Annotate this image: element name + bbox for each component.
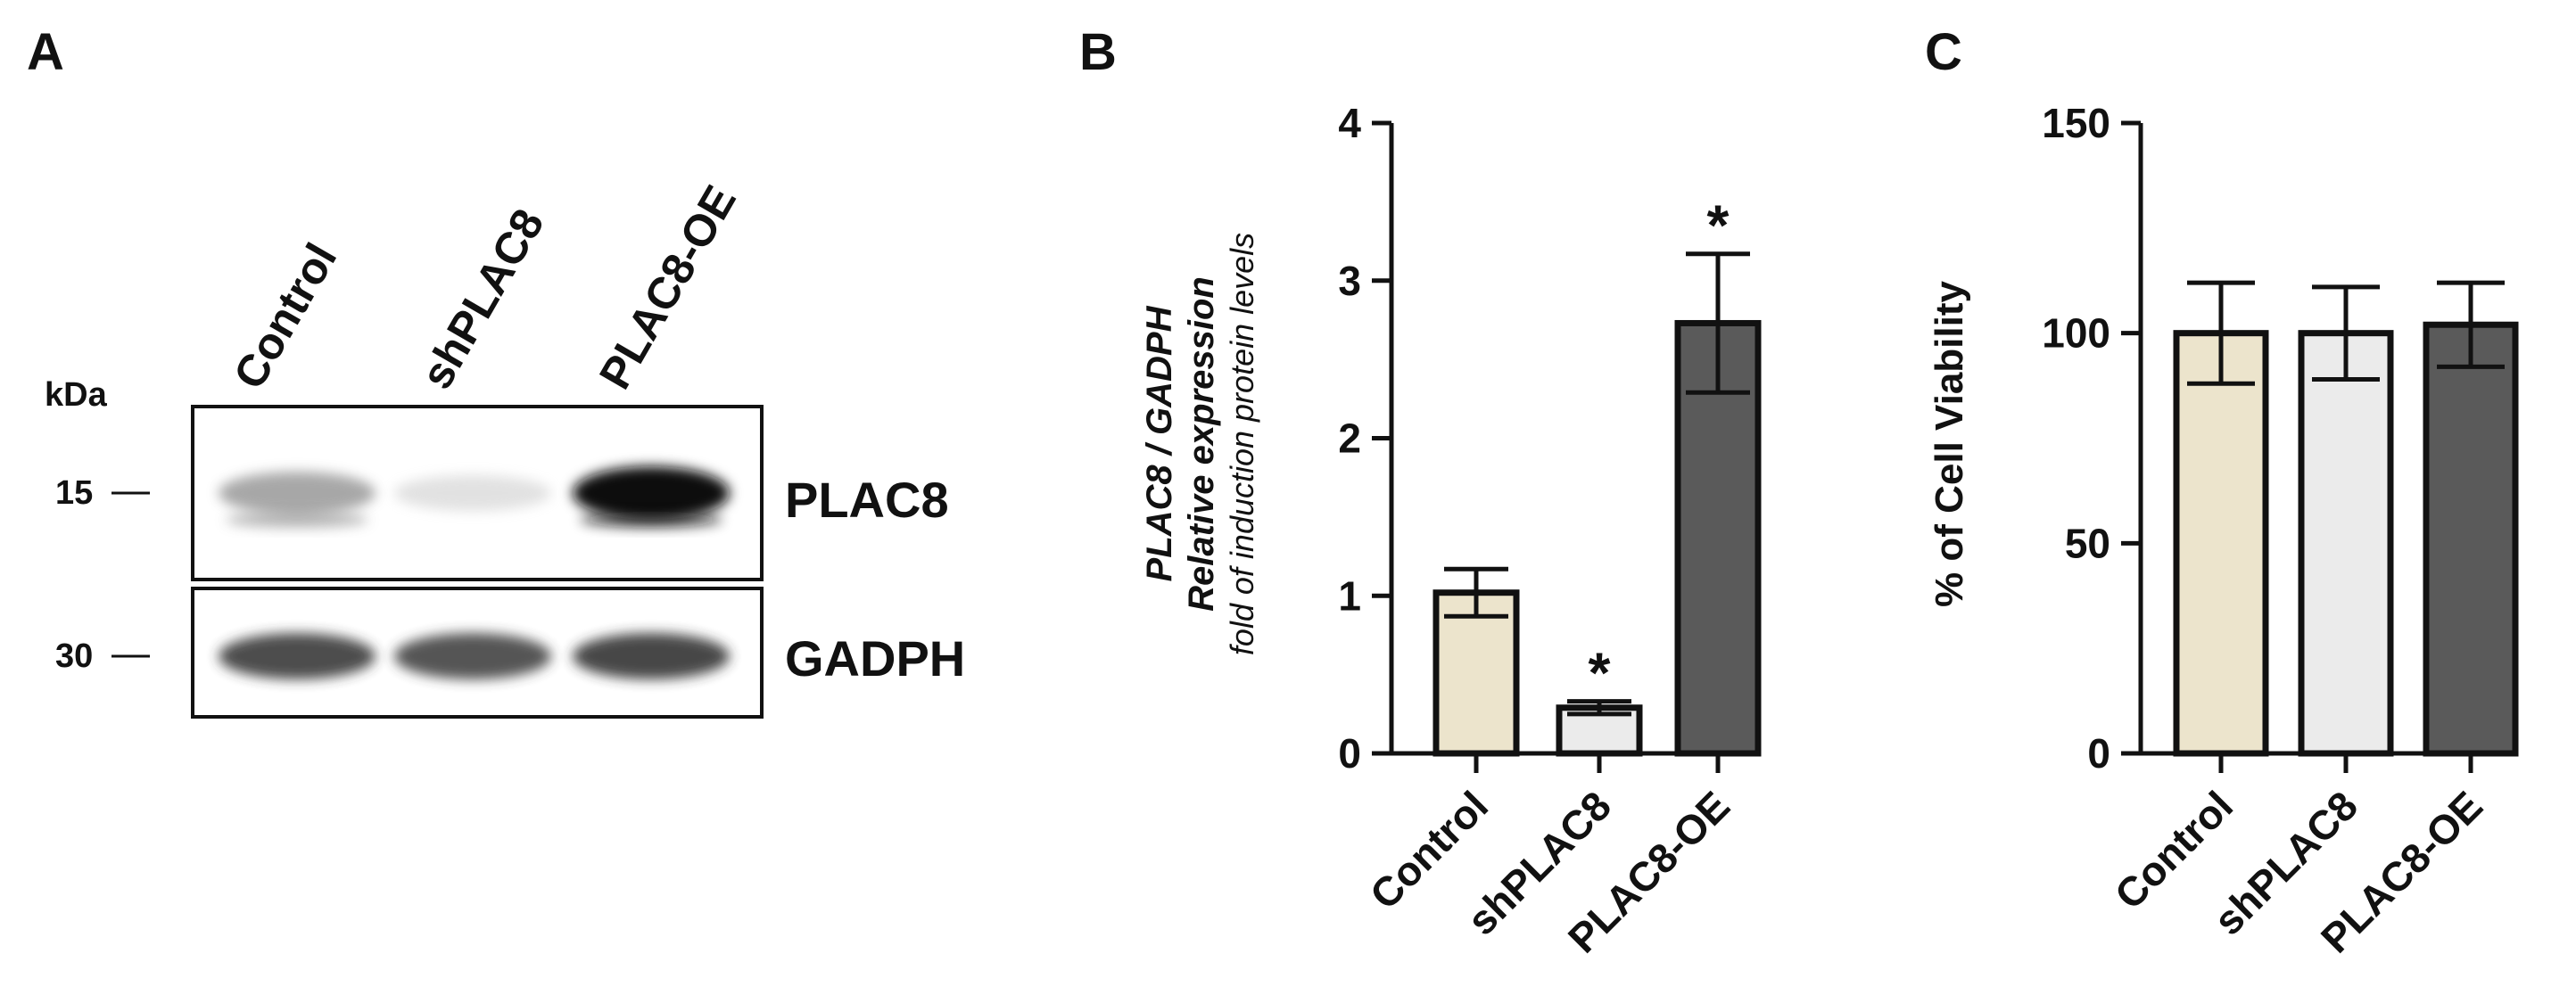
chart-b-errorbar-shplac8 — [1567, 699, 1631, 717]
marker-30-label: 30 — [55, 637, 93, 675]
band-gadph-control — [219, 633, 376, 679]
chart-c-ylabel: % of Cell Viability — [1928, 281, 1971, 607]
band-plac8-lower-control — [226, 512, 368, 528]
chart-b-ytick-label-4: 4 — [1338, 100, 1361, 146]
chart-b-ylabel-line-3: fold of induction protein levels — [1224, 233, 1260, 655]
band-plac8-plac8-oe — [573, 466, 730, 520]
blot-lane-label-control: Control — [224, 235, 346, 398]
western-blot: Control shPLAC8 PLAC8-OE kDa 15 30 PLAC8… — [45, 177, 965, 719]
chart-c-bar-shplac8 — [2298, 330, 2394, 757]
chart-b-ytick-label-2: 2 — [1338, 415, 1361, 462]
chart-c-bar-control — [2173, 330, 2269, 757]
blot-lane-label-shplac8: shPLAC8 — [411, 201, 554, 397]
band-gadph-shplac8 — [394, 633, 551, 679]
chart-c-errorbar-control — [2187, 280, 2255, 386]
panel-letter-b: B — [1079, 23, 1117, 81]
chart-b-significance-plac8-oe: * — [1707, 193, 1730, 258]
chart-b-errorbar-control — [1444, 566, 1508, 619]
chart-c-ytick-label-50: 50 — [2065, 520, 2110, 566]
panel-letter-a: A — [27, 23, 64, 81]
chart-b-significance-shplac8: * — [1589, 641, 1611, 705]
band-plac8-shplac8 — [394, 474, 551, 512]
band-label-gadph: GADPH — [785, 630, 965, 687]
chart-b-ylabel-line-1: PLAC8 / GADPH — [1140, 305, 1179, 581]
chart-b-ytick-label-0: 0 — [1338, 730, 1361, 777]
chart-c-bar-plac8-oe — [2423, 321, 2519, 757]
gadph-bands — [219, 633, 730, 679]
chart-b-bar-plac8-oe — [1674, 319, 1762, 757]
band-gadph-plac8-oe — [573, 633, 730, 679]
band-plac8-control — [219, 472, 376, 514]
chart-b-ylabel-line-2: Relative expression — [1182, 276, 1221, 612]
chart-c-errorbar-shplac8 — [2312, 284, 2380, 382]
chart-c-ytick-label-150: 150 — [2042, 100, 2110, 146]
blot-lane-label-plac8-oe: PLAC8-OE — [590, 177, 746, 398]
panel-letter-c: C — [1925, 23, 1962, 81]
chart-c: % of Cell Viability 050100150ControlshPL… — [1928, 100, 2519, 962]
chart-c-ytick-label-100: 100 — [2042, 310, 2110, 357]
band-plac8-lower-plac8-oe — [580, 512, 722, 528]
chart-c-errorbar-plac8-oe — [2437, 280, 2505, 369]
chart-b-ytick-label-1: 1 — [1338, 572, 1361, 619]
plac8-bands — [219, 466, 730, 528]
chart-b-errorbar-plac8-oe — [1686, 251, 1750, 395]
chart-b-ytick-label-3: 3 — [1338, 258, 1361, 304]
chart-b: PLAC8 / GADPH Relative expression fold o… — [1140, 100, 1762, 962]
chart-c-ytick-label-0: 0 — [2087, 730, 2110, 777]
marker-15-label: 15 — [55, 474, 93, 512]
kda-label: kDa — [45, 376, 108, 414]
band-label-plac8: PLAC8 — [785, 472, 949, 528]
